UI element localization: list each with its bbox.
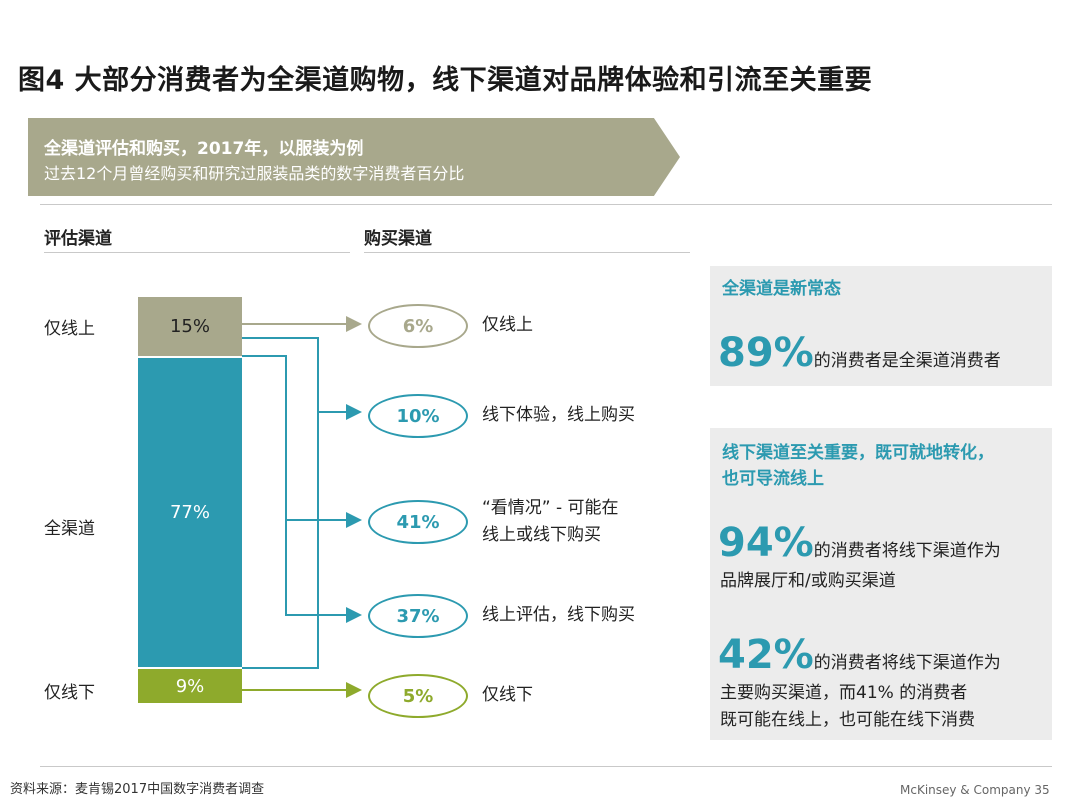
panel1-stat: 89%的消费者是全渠道消费者 — [718, 330, 1001, 376]
purchase-label-offline: 仅线下 — [482, 685, 533, 705]
chart-top-rule — [40, 204, 1052, 205]
purchase-label-depends-2: 线上或线下购买 — [482, 525, 601, 545]
panel2-stat2-text2: 主要购买渠道，而41% 的消费者 — [720, 683, 968, 703]
purchase-label-online-eval: 线上评估，线下购买 — [482, 605, 635, 625]
header-banner — [28, 118, 680, 196]
panel1-heading: 全渠道是新常态 — [722, 279, 841, 299]
bar-label-omnichannel: 77% — [169, 502, 210, 523]
arrow-omnichannel-tree — [242, 337, 362, 669]
purchase-bubble-depends: 41% — [368, 500, 468, 544]
panel2-stat1-text2: 品牌展厅和/或购买渠道 — [720, 571, 896, 591]
page-title: 图4 大部分消费者为全渠道购物，线下渠道对品牌体验和引流至关重要 — [18, 65, 873, 96]
panel2-stat2-text3: 既可能在线上，也可能在线下消费 — [720, 710, 975, 730]
purchase-label-offline-exp: 线下体验，线上购买 — [482, 405, 635, 425]
bar-segment-offline: 9% — [138, 669, 242, 703]
purchase-header-rule — [364, 252, 690, 253]
panel2-stat2: 42%的消费者将线下渠道作为 — [718, 632, 1001, 678]
panel2-stat2-text1: 的消费者将线下渠道作为 — [813, 653, 1001, 673]
eval-label-offline: 仅线下 — [44, 683, 95, 703]
insight-panel-omnichannel — [710, 266, 1052, 386]
panel1-big-number: 89% — [718, 330, 814, 376]
evaluate-header-rule — [44, 252, 350, 253]
purchase-bubble-offline: 5% — [368, 674, 468, 718]
bar-label-offline: 9% — [175, 675, 205, 697]
panel2-heading-1: 线下渠道至关重要，既可就地转化， — [722, 443, 994, 463]
bar-label-online: 15% — [169, 316, 210, 337]
eval-label-omnichannel: 全渠道 — [44, 519, 95, 539]
chart-bottom-rule — [40, 766, 1052, 767]
source-note: 资料来源：麦肯锡2017中国数字消费者调查 — [10, 782, 265, 797]
banner-subtitle: 过去12个月曾经购买和研究过服装品类的数字消费者百分比 — [44, 164, 465, 183]
purchase-bubble-online: 6% — [368, 304, 468, 348]
panel2-stat2-big-number: 42% — [718, 632, 814, 678]
panel2-heading-2: 也可导流线上 — [722, 469, 824, 489]
eval-label-online: 仅线上 — [44, 319, 95, 339]
panel1-text: 的消费者是全渠道消费者 — [813, 351, 1001, 371]
purchase-label-depends-1: “看情况” - 可能在 — [482, 498, 619, 518]
bar-segment-omnichannel: 77% — [138, 358, 242, 667]
panel2-stat1: 94%的消费者将线下渠道作为 — [718, 520, 1001, 566]
evaluate-header: 评估渠道 — [44, 229, 112, 249]
banner-title: 全渠道评估和购买，2017年，以服装为例 — [44, 139, 364, 159]
purchase-label-online: 仅线上 — [482, 315, 533, 335]
purchase-bubble-offline-exp: 10% — [368, 394, 468, 438]
purchase-header: 购买渠道 — [364, 229, 432, 249]
panel2-stat1-text1: 的消费者将线下渠道作为 — [813, 541, 1001, 561]
insight-panel-offline — [710, 428, 1052, 740]
bar-segment-online: 15% — [138, 297, 242, 356]
footer-brand-page: McKinsey & Company 35 — [900, 783, 1050, 797]
panel2-stat1-big-number: 94% — [718, 520, 814, 566]
purchase-bubble-online-eval: 37% — [368, 594, 468, 638]
